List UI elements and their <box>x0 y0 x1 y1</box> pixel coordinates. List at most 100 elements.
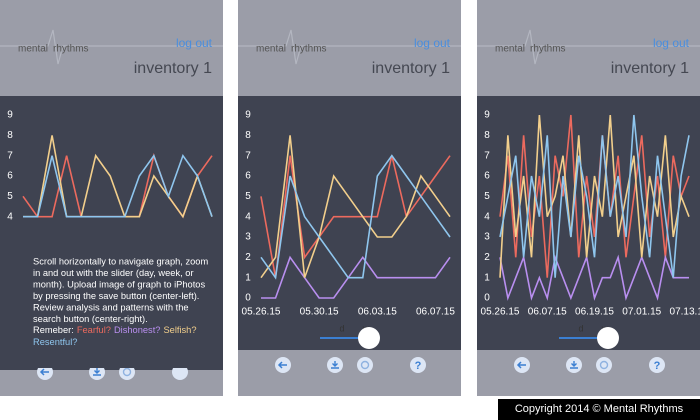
data-line <box>260 155 451 278</box>
screen-title: inventory 1 <box>611 60 689 77</box>
y-tick-label: 3 <box>245 232 251 243</box>
help-icon[interactable]: ? <box>415 360 422 372</box>
data-line <box>499 254 689 301</box>
data-line <box>261 255 451 299</box>
x-tick-label: 05.30.15 <box>300 307 339 318</box>
logo-right: rhythms <box>530 44 566 55</box>
slider-knob[interactable] <box>358 327 380 349</box>
y-tick-label: 2 <box>245 252 251 263</box>
logout[interactable]: log out <box>176 36 213 50</box>
remember-word: Selfish? <box>163 325 196 335</box>
screen-title: inventory 1 <box>372 60 450 77</box>
y-tick-label: 1 <box>245 272 251 283</box>
y-tick-label: 4 <box>484 211 490 222</box>
screen-3: mental rhythms log out inventory 1 0 1 2 3 4 5 6 7 8… <box>477 0 700 396</box>
y-tick-label: 7 <box>7 150 13 161</box>
toolbar-button[interactable] <box>649 357 665 373</box>
remember-word: Fearful? <box>77 325 111 335</box>
data-line <box>499 114 690 278</box>
screen-2: mental rhythms log out inventory 1 0 1 2 3 4 5 6 7 8… <box>238 0 461 396</box>
remember-label: Remeber: <box>33 325 74 335</box>
y-tick-label: 5 <box>245 191 251 202</box>
logo-left: mental <box>256 44 286 55</box>
x-tick-label: 07.01.15 <box>622 307 661 318</box>
x-tick-label: 06.19.15 <box>575 307 614 318</box>
slider-knob[interactable] <box>597 327 619 349</box>
toolbar-bg <box>238 350 461 396</box>
y-tick-label: 6 <box>245 171 251 182</box>
x-tick-label: 05.26.15 <box>242 307 281 318</box>
y-tick-label: 3 <box>484 232 490 243</box>
x-tick-label: 06.07.15 <box>528 307 567 318</box>
data-line <box>499 114 690 278</box>
save-icon <box>570 361 578 369</box>
data-line <box>260 135 451 279</box>
instruction-line: in and out with the slider (day, week, o… <box>33 268 194 278</box>
back-icon <box>516 361 526 369</box>
y-tick-label: 1 <box>484 272 490 283</box>
data-line <box>23 153 213 218</box>
logo-left: mental <box>18 44 48 55</box>
remember-word: Resentful? <box>33 337 77 347</box>
logo-right: rhythms <box>291 44 327 55</box>
toolbar-button[interactable] <box>596 357 612 373</box>
header-bg <box>238 0 461 96</box>
y-tick-label: 0 <box>245 293 251 304</box>
toolbar-button[interactable] <box>410 357 426 373</box>
y-tick-label: 8 <box>245 130 251 141</box>
logout[interactable]: log out <box>653 36 690 50</box>
chart-bg <box>238 96 461 350</box>
y-tick-label: 0 <box>484 293 490 304</box>
logo-pulse <box>238 29 461 65</box>
toolbar-button[interactable] <box>357 357 373 373</box>
y-tick-label: 5 <box>484 191 490 202</box>
instruction-line: by pressing the save button (center-left… <box>33 291 199 301</box>
x-tick-label: 06.07.15 <box>416 307 455 318</box>
search-icon <box>122 367 132 377</box>
y-tick-label: 6 <box>484 171 490 182</box>
slider-label: d <box>578 323 583 333</box>
y-tick-label: 5 <box>7 191 13 202</box>
instruction-line: month). Upload image of graph to iPhotos <box>33 279 205 289</box>
header-bg <box>477 0 700 96</box>
data-line <box>23 135 213 219</box>
instructions-bg <box>0 244 223 368</box>
screen-title: inventory 1 <box>134 60 212 77</box>
y-tick-label: 8 <box>7 130 13 141</box>
header-bg <box>0 0 223 96</box>
remember-word: Dishonest? <box>114 325 161 335</box>
logo-pulse <box>477 29 700 65</box>
x-tick-label: 06.03.15 <box>358 307 397 318</box>
y-tick-label: 7 <box>484 150 490 161</box>
y-tick-label: 9 <box>7 110 13 121</box>
remember-line: Remeber: Fearful? Dishonest? Selfish? <box>33 325 197 335</box>
y-tick-label: 7 <box>245 150 251 161</box>
y-tick-label: 4 <box>245 211 251 222</box>
instruction-line: Scroll horizontally to navigate graph, z… <box>33 256 208 266</box>
instruction-line: search button (center-right). <box>33 314 148 324</box>
back-icon <box>39 368 49 376</box>
data-line <box>260 154 451 280</box>
x-tick-label: 05.26.15 <box>481 307 520 318</box>
logout[interactable]: log out <box>414 36 451 50</box>
save-icon <box>331 361 339 369</box>
screen-1: mental rhythms log out inventory 1 4 5 6 7 8 9 Scr… <box>0 0 223 396</box>
x-tick-label: 07.13.15 <box>670 307 700 318</box>
toolbar-bg <box>477 350 700 396</box>
logo-pulse <box>0 29 223 65</box>
help-icon[interactable]: ? <box>654 360 661 372</box>
y-tick-label: 2 <box>484 252 490 263</box>
logo-left: mental <box>495 44 525 55</box>
save-icon <box>93 368 101 376</box>
y-tick-label: 4 <box>7 211 13 222</box>
slider-label: d <box>339 323 344 333</box>
back-icon <box>277 361 287 369</box>
y-tick-label: 9 <box>245 110 251 121</box>
data-line <box>499 114 690 278</box>
search-icon <box>599 360 609 370</box>
y-tick-label: 9 <box>484 110 490 121</box>
y-tick-label: 6 <box>7 171 13 182</box>
instruction-line: Review analysis and patterns with the <box>33 302 189 312</box>
logo-right: rhythms <box>53 44 89 55</box>
